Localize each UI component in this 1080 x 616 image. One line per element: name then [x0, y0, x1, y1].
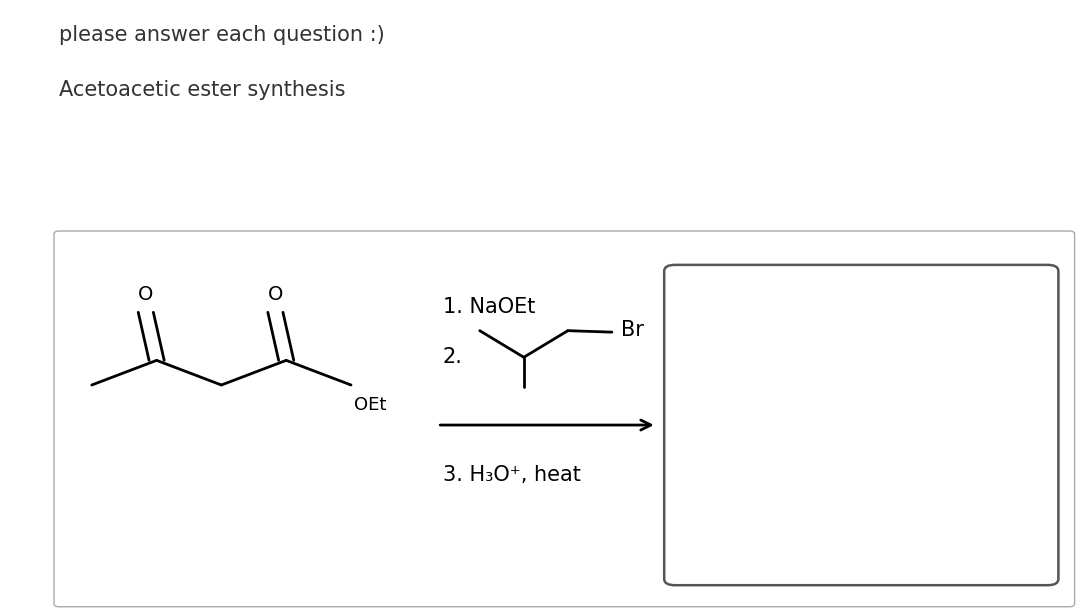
- Text: O: O: [138, 285, 153, 304]
- FancyBboxPatch shape: [664, 265, 1058, 585]
- Text: please answer each question :): please answer each question :): [59, 25, 386, 44]
- Text: Br: Br: [621, 320, 644, 339]
- Text: 1. NaOEt: 1. NaOEt: [443, 298, 536, 317]
- FancyBboxPatch shape: [54, 231, 1075, 607]
- Text: Acetoacetic ester synthesis: Acetoacetic ester synthesis: [59, 80, 346, 100]
- Text: 3. H₃O⁺, heat: 3. H₃O⁺, heat: [443, 465, 581, 485]
- Text: O: O: [268, 285, 283, 304]
- Text: 2.: 2.: [443, 347, 462, 367]
- Text: OEt: OEt: [354, 396, 387, 414]
